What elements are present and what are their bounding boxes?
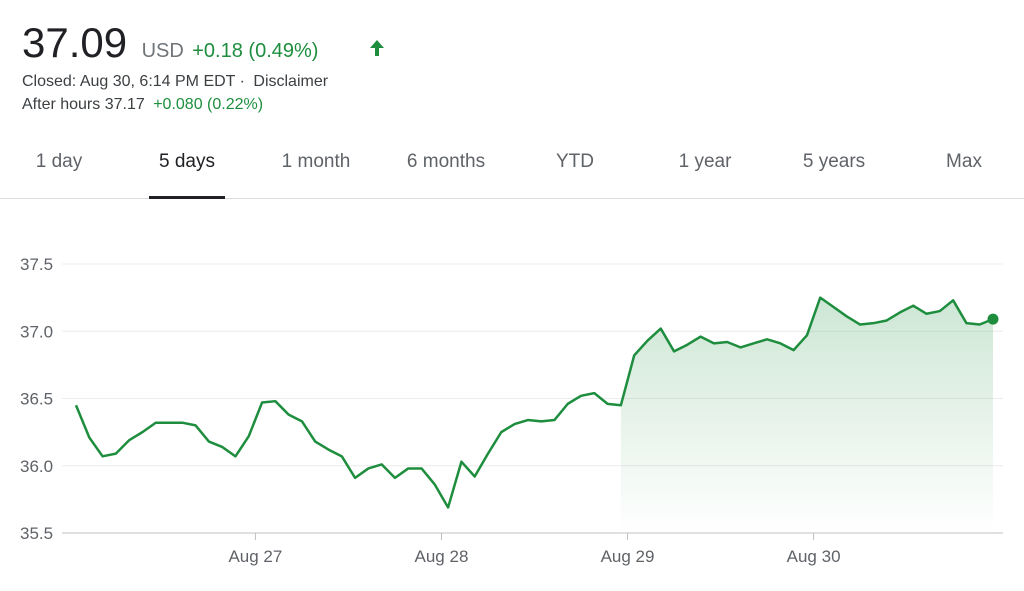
- status-line: Closed: Aug 30, 6:14 PM EDT · Disclaimer: [22, 73, 329, 90]
- x-tick-label: Aug 28: [415, 547, 469, 566]
- tab[interactable]: YTD: [556, 151, 594, 172]
- currency: USD: [142, 40, 184, 62]
- tab[interactable]: 1 day: [36, 151, 83, 172]
- last-point: [987, 313, 999, 325]
- tab[interactable]: Max: [946, 151, 982, 172]
- y-tick-label: 35.5: [20, 524, 53, 543]
- tab[interactable]: 1 month: [282, 151, 351, 172]
- up-arrow: [370, 40, 384, 56]
- tab[interactable]: 5 years: [803, 151, 865, 172]
- closed-status: Closed: Aug 30, 6:14 PM EDT ·: [22, 73, 245, 90]
- after-hours-line: After hours 37.17 +0.080 (0.22%): [22, 96, 263, 113]
- disclaimer-link[interactable]: Disclaimer: [253, 73, 328, 90]
- after-hours-change: +0.080 (0.22%): [153, 96, 263, 113]
- tab[interactable]: 5 days: [159, 151, 215, 172]
- y-tick-label: 36.0: [20, 457, 53, 476]
- tab-underline: [149, 196, 225, 199]
- y-tick-label: 37.0: [20, 322, 53, 341]
- change: +0.18 (0.49%): [192, 40, 318, 62]
- y-tick-label: 37.5: [20, 255, 53, 274]
- x-tick-label: Aug 29: [601, 547, 655, 566]
- area-fill: [620, 297, 993, 533]
- tab[interactable]: 6 months: [407, 151, 485, 172]
- x-tick-label: Aug 27: [228, 547, 282, 566]
- x-tick-label: Aug 30: [787, 547, 841, 566]
- price: 37.09: [22, 19, 127, 66]
- tab[interactable]: 1 year: [679, 151, 732, 172]
- price-line: 37.09 USD +0.18 (0.49%): [22, 19, 318, 66]
- after-hours: After hours 37.17: [22, 96, 145, 113]
- price-line: [74, 296, 994, 509]
- y-tick-label: 36.5: [20, 390, 53, 409]
